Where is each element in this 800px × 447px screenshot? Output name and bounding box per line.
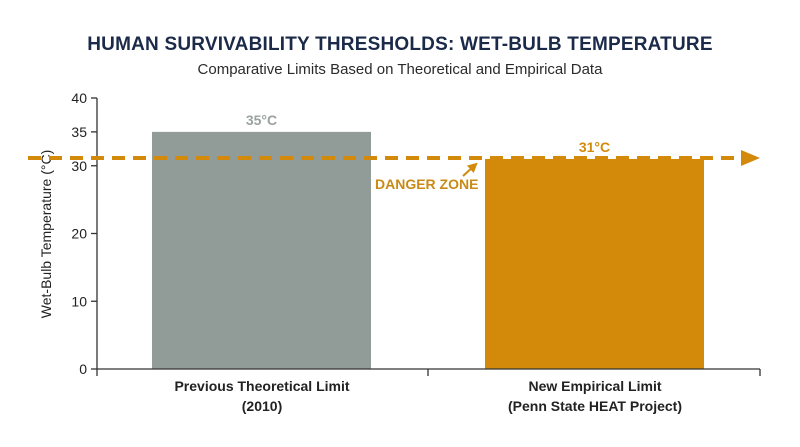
chart-subtitle: Comparative Limits Based on Theoretical … [197, 61, 603, 78]
y-tick-label: 30 [71, 158, 87, 174]
bar-1 [152, 131, 371, 369]
y-tick-label: 35 [71, 124, 87, 140]
y-tick-label: 20 [71, 226, 87, 242]
danger-zone-label: DANGER ZONE [375, 176, 478, 192]
threshold-arrow-icon [741, 149, 760, 166]
y-axis-title: Wet-Bulb Temperature (°C) [38, 150, 54, 318]
bar-value-label: 35°C [246, 112, 277, 128]
chart-title: HUMAN SURVIVABILITY THRESHOLDS: WET-BULB… [87, 34, 713, 55]
y-tick-label: 10 [71, 293, 87, 309]
danger-pointer-arrow-icon [462, 162, 478, 177]
x-category-label: (Penn State HEAT Project) [508, 398, 682, 414]
y-tick-label: 0 [79, 361, 87, 377]
y-tick-label: 40 [71, 90, 87, 106]
x-category-label: Previous Theoretical Limit [174, 378, 349, 394]
x-category-label: (2010) [242, 398, 282, 414]
bar-2 [485, 158, 704, 369]
bar-value-label: 31°C [579, 139, 610, 155]
x-category-label: New Empirical Limit [528, 378, 661, 394]
